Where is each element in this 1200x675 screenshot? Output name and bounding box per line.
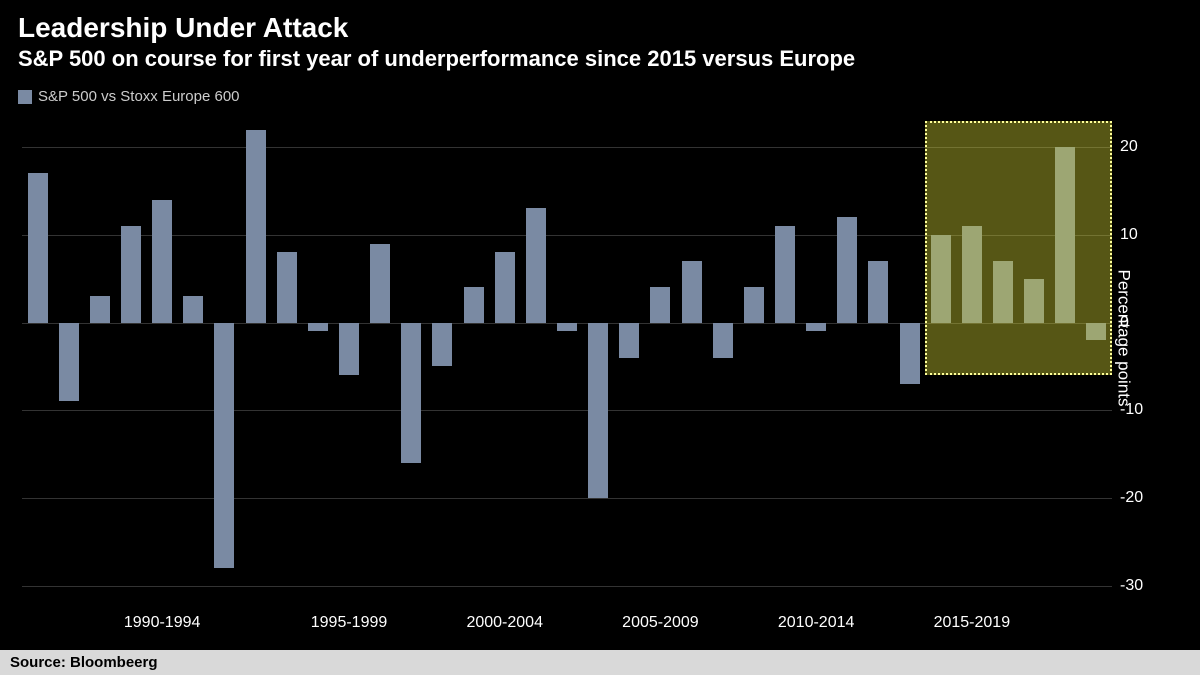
bar: [993, 261, 1013, 322]
chart-area: [22, 112, 1112, 612]
bar: [775, 226, 795, 322]
bar: [401, 323, 421, 463]
x-tick-label: 2000-2004: [466, 614, 543, 632]
bar: [619, 323, 639, 358]
legend-swatch: [18, 90, 32, 104]
bar: [495, 252, 515, 322]
gridline: [22, 147, 1112, 148]
chart-title: Leadership Under Attack: [0, 0, 1200, 46]
bar: [962, 226, 982, 322]
bar: [59, 323, 79, 402]
x-tick-label: 2005-2009: [622, 614, 699, 632]
bar: [1055, 147, 1075, 322]
bar: [121, 226, 141, 322]
x-tick-label: 1990-1994: [124, 614, 201, 632]
bar: [526, 208, 546, 322]
y-tick-label: 0: [1120, 314, 1129, 332]
bar: [931, 235, 951, 323]
bar: [183, 296, 203, 322]
chart-subtitle: S&P 500 on course for first year of unde…: [0, 46, 1200, 80]
bar: [28, 173, 48, 322]
legend: S&P 500 vs Stoxx Europe 600: [0, 80, 1200, 109]
x-tick-label: 2015-2019: [934, 614, 1011, 632]
bar: [588, 323, 608, 498]
bar: [682, 261, 702, 322]
y-axis-title: Percentage points: [1113, 269, 1133, 406]
bar: [557, 323, 577, 332]
bar: [90, 296, 110, 322]
bar: [246, 130, 266, 323]
bar: [713, 323, 733, 358]
source-label: Source: Bloombeerg: [0, 650, 1200, 675]
y-tick-label: 10: [1120, 226, 1138, 244]
plot-area: [22, 112, 1112, 612]
x-tick-label: 1995-1999: [311, 614, 388, 632]
bar: [650, 287, 670, 322]
bar: [744, 287, 764, 322]
y-tick-label: -20: [1120, 489, 1143, 507]
bar: [1086, 323, 1106, 341]
bar: [339, 323, 359, 376]
y-tick-label: 20: [1120, 138, 1138, 156]
bar: [464, 287, 484, 322]
bar: [868, 261, 888, 322]
bar: [370, 244, 390, 323]
bar: [214, 323, 234, 569]
gridline: [22, 586, 1112, 587]
y-tick-label: -10: [1120, 401, 1143, 419]
y-tick-label: -30: [1120, 577, 1143, 595]
highlight-box: [925, 121, 1112, 375]
bar: [1024, 279, 1044, 323]
bar: [308, 323, 328, 332]
x-axis: 1990-1994 1995-1999 2000-2004 2005-2009 2010…: [22, 614, 1112, 642]
bar: [837, 217, 857, 322]
x-tick-label: 2010-2014: [778, 614, 855, 632]
bar: [152, 200, 172, 323]
bar: [432, 323, 452, 367]
bar: [277, 252, 297, 322]
legend-label: S&P 500 vs Stoxx Europe 600: [38, 88, 240, 105]
gridline: [22, 498, 1112, 499]
bar: [900, 323, 920, 384]
bar: [806, 323, 826, 332]
gridline: [22, 410, 1112, 411]
